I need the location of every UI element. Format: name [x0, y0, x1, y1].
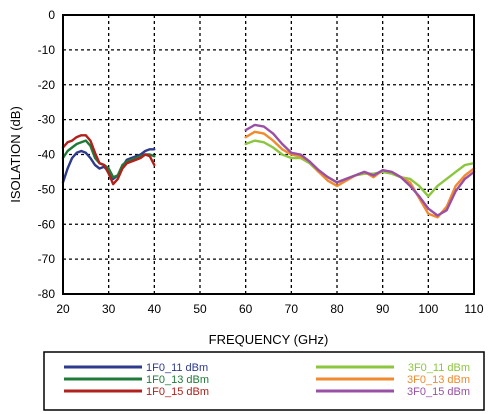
y-tick-label: -60 [38, 217, 56, 231]
series-line-3F0_15-dBm [244, 123, 476, 217]
x-tick-label: 80 [330, 302, 344, 316]
legend [43, 351, 485, 411]
y-tick-label: -40 [38, 148, 56, 162]
x-tick-label: 50 [193, 302, 207, 316]
x-axis-label: FREQUENCY (GHz) [209, 332, 329, 347]
series-line-1F0_13-dBm [61, 139, 156, 179]
x-tick-label: 110 [464, 302, 483, 316]
plot-frame [62, 14, 475, 295]
legend-label: 3F0_11 dBm [408, 362, 470, 374]
grid-lines [63, 15, 474, 294]
tick-labels: 20 30 40 50 60 70 80 90 100 110 0 -10 -20 -30 -40 -50 -6… [38, 8, 484, 316]
legend-label: 1F0_15 dBm [146, 386, 209, 398]
y-axis-label: ISOLATION (dB) [8, 106, 23, 203]
y-tick-label: -70 [38, 252, 56, 266]
series-lines [61, 123, 476, 219]
legend-label: 3F0_15 dBm [407, 386, 470, 398]
legend-label: 1F0_11 dBm [146, 362, 208, 374]
x-tick-label: 60 [239, 302, 253, 316]
x-tick-label: 40 [148, 302, 162, 316]
x-tick-label: 70 [285, 302, 299, 316]
y-tick-label: -80 [38, 287, 56, 301]
y-tick-label: -30 [38, 113, 56, 127]
legend-label: 3F0_13 dBm [407, 374, 470, 386]
y-tick-label: -10 [38, 43, 56, 57]
x-tick-label: 30 [102, 302, 116, 316]
series-line-1F0_15-dBm [61, 134, 156, 186]
x-tick-label: 90 [376, 302, 390, 316]
y-tick-label: 0 [48, 8, 55, 22]
legend-label: 1F0_13 dBm [146, 374, 209, 386]
y-tick-label: -20 [38, 78, 56, 92]
x-tick-label: 100 [418, 302, 438, 316]
y-tick-label: -50 [38, 182, 56, 196]
x-tick-label: 20 [56, 302, 70, 316]
series-line-3F0_11-dBm [244, 139, 476, 198]
